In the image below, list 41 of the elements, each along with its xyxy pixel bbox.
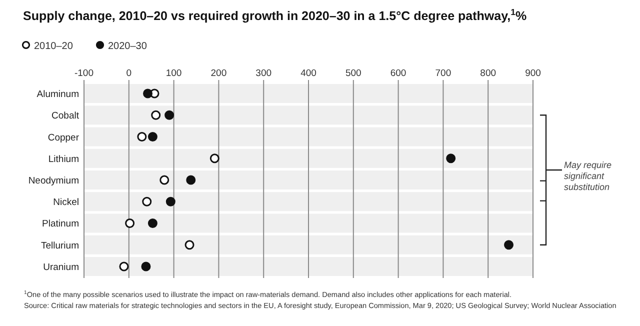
y-tick-label: Copper bbox=[48, 132, 79, 144]
y-tick-label: Lithium bbox=[48, 154, 80, 165]
point bbox=[166, 196, 176, 206]
x-tick-label: 200 bbox=[210, 68, 227, 79]
point bbox=[141, 262, 151, 272]
y-tick-label: Neodymium bbox=[28, 176, 80, 186]
legend-label: 2020–30 bbox=[108, 41, 148, 52]
point bbox=[164, 110, 174, 120]
point bbox=[142, 196, 152, 206]
y-tick-label: Tellurium bbox=[40, 240, 80, 252]
x-tick-label: 0 bbox=[126, 68, 132, 79]
point bbox=[186, 175, 196, 185]
x-tick-label: 700 bbox=[435, 68, 452, 79]
text: May require significant substitution bbox=[564, 160, 612, 192]
point bbox=[504, 240, 514, 250]
x-tick-label: 100 bbox=[166, 68, 182, 79]
point bbox=[148, 132, 158, 142]
chart-title: Supply change, 2010–20 vs required growth in 2020–30 in a 1.5°C degree pathway,$^{1}$% bbox=[23, 7, 527, 23]
point bbox=[148, 218, 158, 228]
x-tick-label: 800 bbox=[480, 68, 496, 79]
legend-label: 2010–20 bbox=[34, 41, 74, 52]
point bbox=[160, 175, 170, 185]
x-tick-label: 900 bbox=[525, 68, 541, 79]
y-tick-label: Nickel bbox=[53, 197, 79, 208]
y-tick-label: Platinum bbox=[42, 218, 80, 230]
x-tick-label: 300 bbox=[256, 68, 272, 79]
point bbox=[446, 154, 456, 164]
x-tick-label: 400 bbox=[300, 68, 316, 79]
y-tick-label: Uranium bbox=[43, 262, 80, 273]
point bbox=[151, 110, 161, 120]
point bbox=[119, 262, 129, 272]
x-tick-label: -100 bbox=[74, 68, 94, 79]
point bbox=[184, 240, 194, 250]
y-tick-label: Aluminum bbox=[36, 89, 80, 100]
x-tick-label: 600 bbox=[390, 68, 406, 79]
point bbox=[210, 154, 220, 164]
point bbox=[125, 218, 135, 228]
point bbox=[143, 88, 153, 98]
point bbox=[137, 132, 147, 142]
y-tick-label: Cobalt bbox=[52, 110, 80, 122]
x-tick-label: 500 bbox=[345, 68, 362, 79]
